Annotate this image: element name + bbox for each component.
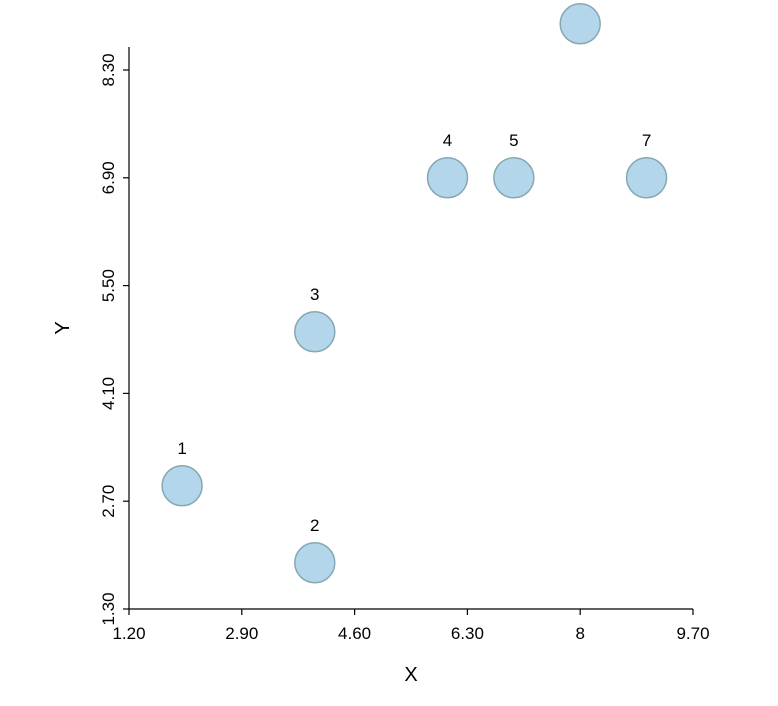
x-axis-ticks: 1.20 2.90 4.60 6.30 8 9.70 bbox=[112, 609, 710, 643]
x-axis-label: X bbox=[404, 664, 417, 686]
data-point-label: 4 bbox=[443, 131, 452, 150]
data-point bbox=[161, 465, 203, 507]
data-point bbox=[426, 157, 469, 199]
x-tick-label: 2.90 bbox=[225, 624, 258, 643]
y-tick-label: 6.90 bbox=[99, 161, 118, 194]
data-point bbox=[559, 3, 601, 45]
y-tick-label: 5.50 bbox=[99, 269, 118, 302]
y-tick-label: 1.30 bbox=[99, 592, 118, 625]
data-point-label: 5 bbox=[509, 131, 518, 150]
data-point bbox=[294, 542, 336, 584]
y-tick-label: 8.30 bbox=[99, 53, 118, 86]
data-point-label: 3 bbox=[310, 285, 319, 304]
x-tick-label: 1.20 bbox=[112, 624, 145, 643]
y-tick-label: 4.10 bbox=[99, 377, 118, 410]
x-tick-label: 4.60 bbox=[338, 624, 371, 643]
x-tick-label: 6.30 bbox=[451, 624, 484, 643]
y-axis-label: Y bbox=[52, 321, 74, 334]
y-axis-ticks: 1.30 2.70 4.10 5.50 6.90 8.30 bbox=[99, 53, 129, 626]
data-point bbox=[625, 157, 668, 199]
data-point-label: 7 bbox=[642, 131, 651, 150]
data-points: 1234567 bbox=[161, 3, 668, 584]
x-tick-label: 9.70 bbox=[676, 624, 709, 643]
y-tick-label: 2.70 bbox=[99, 485, 118, 518]
data-point bbox=[294, 311, 336, 353]
data-point-label: 1 bbox=[177, 439, 186, 458]
x-tick-label: 8 bbox=[575, 624, 584, 643]
data-point-label: 2 bbox=[310, 516, 319, 535]
data-point bbox=[493, 157, 535, 199]
